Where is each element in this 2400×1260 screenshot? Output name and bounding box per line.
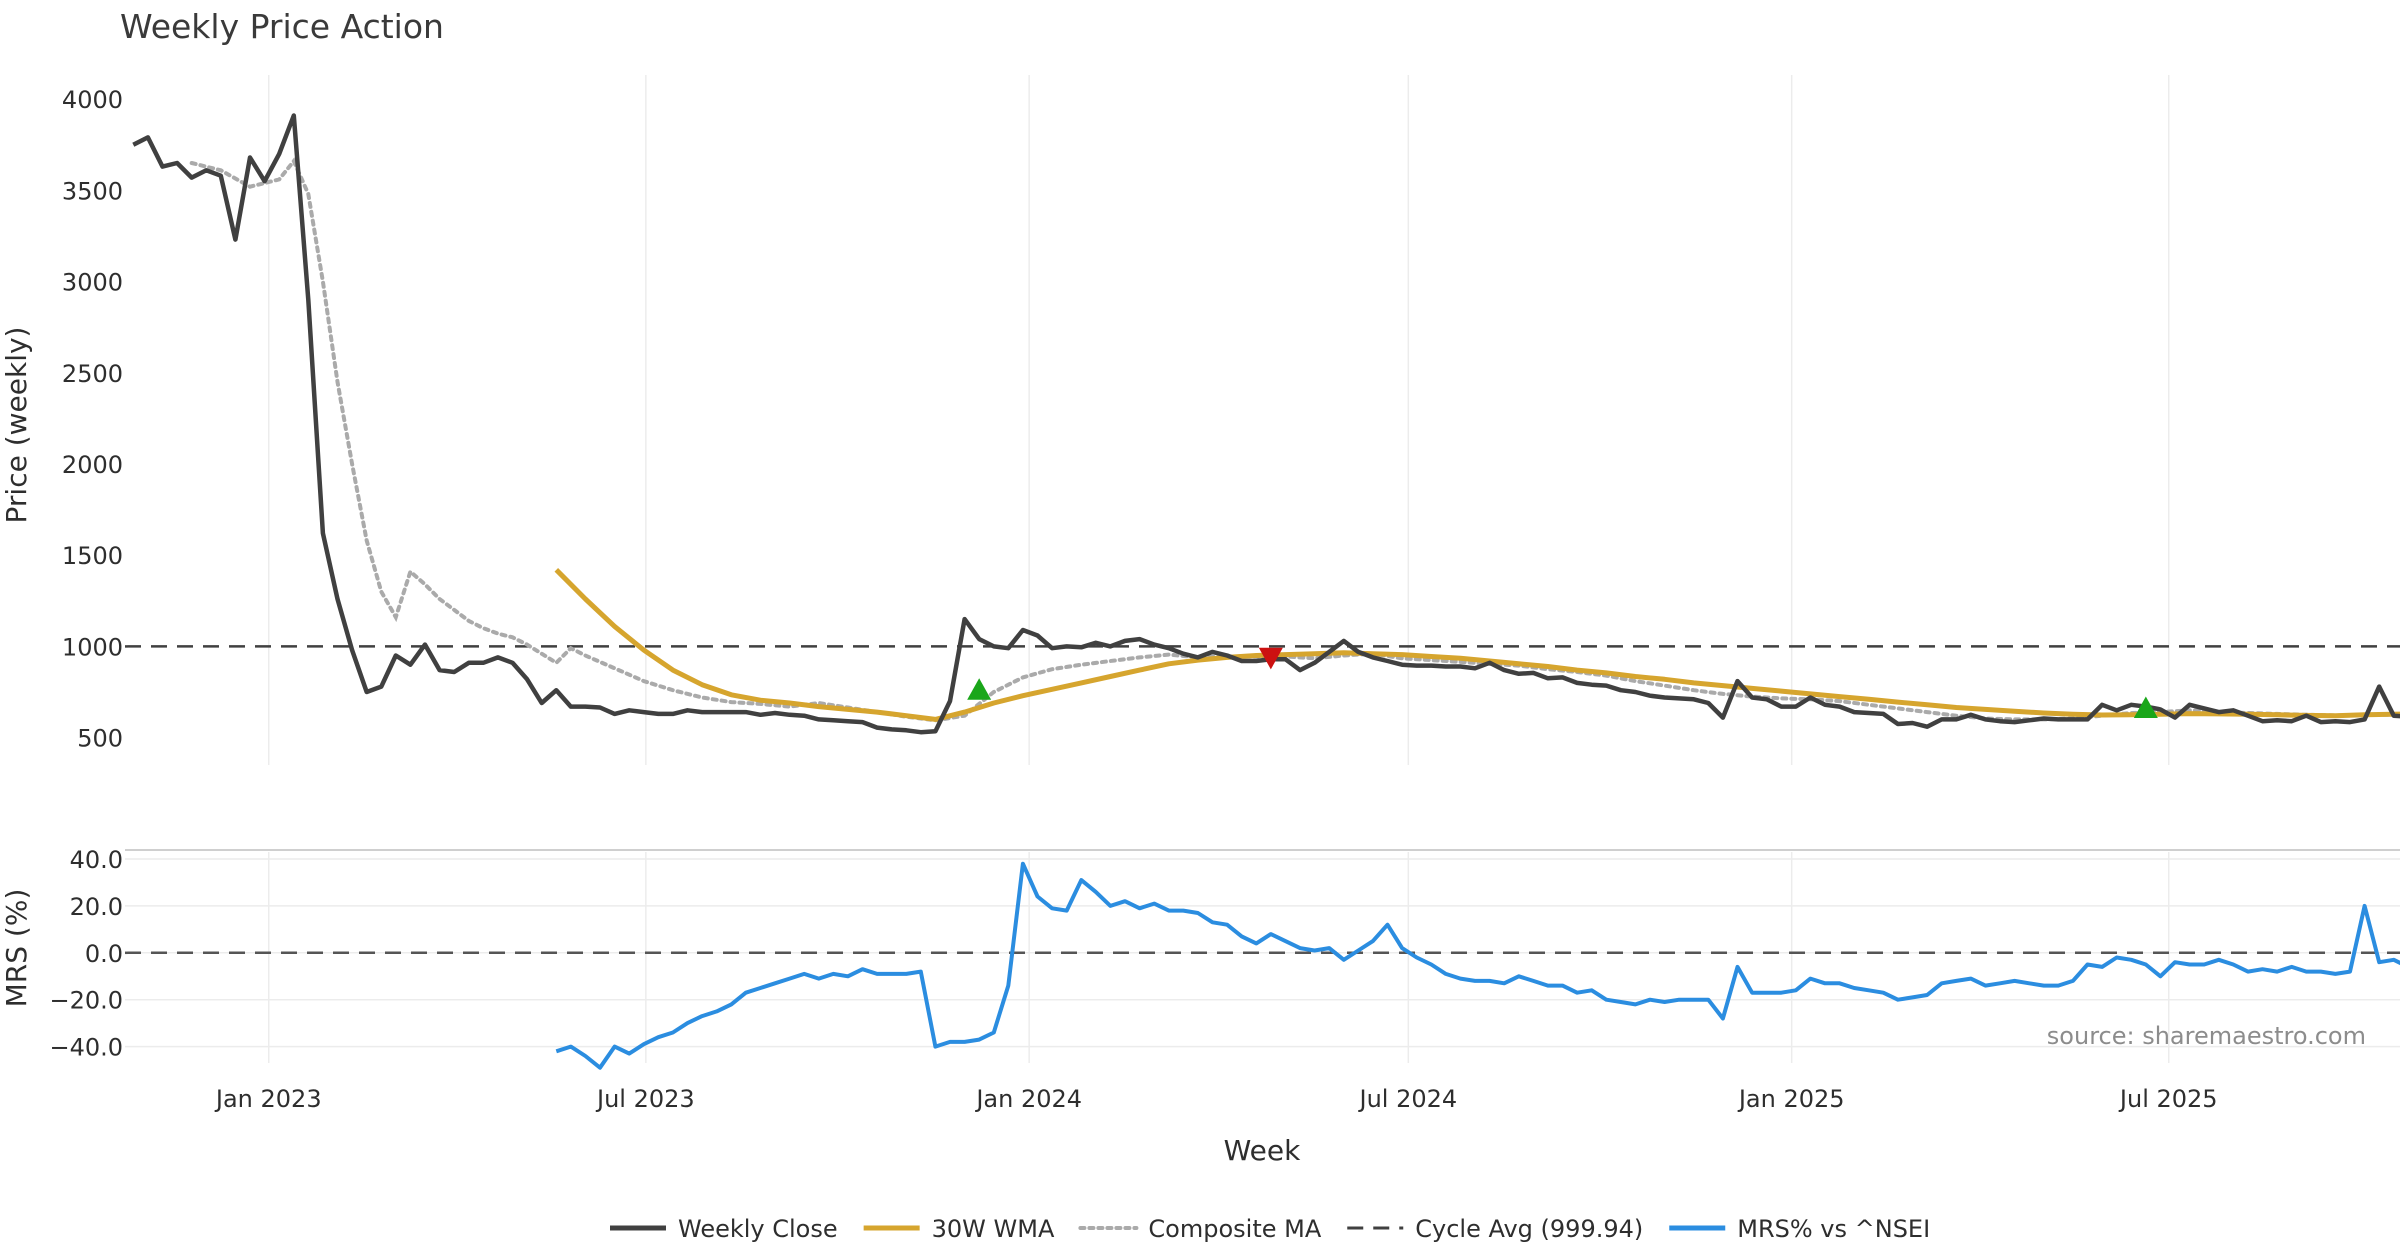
legend-item: 30W WMA <box>863 1215 1055 1243</box>
buy-signal-marker <box>2133 696 2158 719</box>
mrs-y-tick-label: 20.0 <box>70 893 123 921</box>
mrs-y-tick-label: 40.0 <box>70 846 123 874</box>
sell-signal-marker <box>1258 647 1283 670</box>
mrs-gridlines <box>125 852 2400 1063</box>
legend-label: Weekly Close <box>678 1215 838 1243</box>
legend-item: MRS% vs ^NSEI <box>1669 1215 1930 1243</box>
price-y-tick-label: 2500 <box>62 360 123 388</box>
legend-label: Composite MA <box>1148 1215 1321 1243</box>
source-annotation: source: sharemaestro.com <box>2047 1022 2366 1050</box>
mrs-line <box>555 861 2400 1070</box>
chart-title: Weekly Price Action <box>120 7 444 46</box>
mrs-y-tick-label: 0.0 <box>85 940 123 968</box>
legend-label: 30W WMA <box>932 1215 1055 1243</box>
price-y-tick-label: 2000 <box>62 451 123 479</box>
price-y-tick-label: 500 <box>77 725 123 753</box>
x-tick-label: Jan 2024 <box>974 1085 1082 1113</box>
x-tick-label: Jul 2025 <box>2118 1085 2218 1113</box>
x-axis-ticks: Jan 2023 Jul 2023 Jan 2024 Jul 2024 Jan 2025… <box>214 1085 2218 1113</box>
composite-ma-line <box>189 157 2400 723</box>
price-y-axis-title: Price (weekly) <box>0 327 33 524</box>
legend-label: Cycle Avg (999.94) <box>1415 1215 1643 1243</box>
legend-item: Composite MA <box>1078 1215 1322 1243</box>
price-y-tick-label: 3500 <box>62 177 123 205</box>
price-y-ticks: 500 1000 1500 2000 2500 3000 3500 4000 <box>62 86 123 753</box>
mrs-y-ticks: −40.0 −20.0 0.0 20.0 40.0 <box>49 846 123 1062</box>
legend-item: Weekly Close <box>610 1215 838 1243</box>
weekly-close-line <box>132 113 2400 735</box>
legend: Weekly Close 30W WMA Composite MA Cycle Avg… <box>610 1215 1930 1243</box>
legend-item: Cycle Avg (999.94) <box>1347 1215 1643 1243</box>
x-tick-label: Jul 2024 <box>1357 1085 1457 1113</box>
price-y-tick-label: 4000 <box>62 86 123 114</box>
x-tick-label: Jul 2023 <box>595 1085 695 1113</box>
mrs-y-tick-label: −40.0 <box>49 1034 123 1062</box>
signal-markers <box>967 647 2158 719</box>
x-tick-label: Jan 2023 <box>214 1085 322 1113</box>
buy-signal-marker <box>967 678 992 700</box>
x-axis-title: Week <box>1224 1134 1301 1167</box>
mrs-y-axis-title: MRS (%) <box>0 889 33 1008</box>
price-y-tick-label: 3000 <box>62 269 123 297</box>
legend-label: MRS% vs ^NSEI <box>1737 1215 1930 1243</box>
wma-30w-line <box>554 568 2400 722</box>
mrs-y-tick-label: −20.0 <box>49 987 123 1015</box>
price-y-tick-label: 1500 <box>62 542 123 570</box>
x-tick-label: Jan 2025 <box>1737 1085 1845 1113</box>
price-y-tick-label: 1000 <box>62 633 123 661</box>
price-gridlines <box>268 75 2170 765</box>
